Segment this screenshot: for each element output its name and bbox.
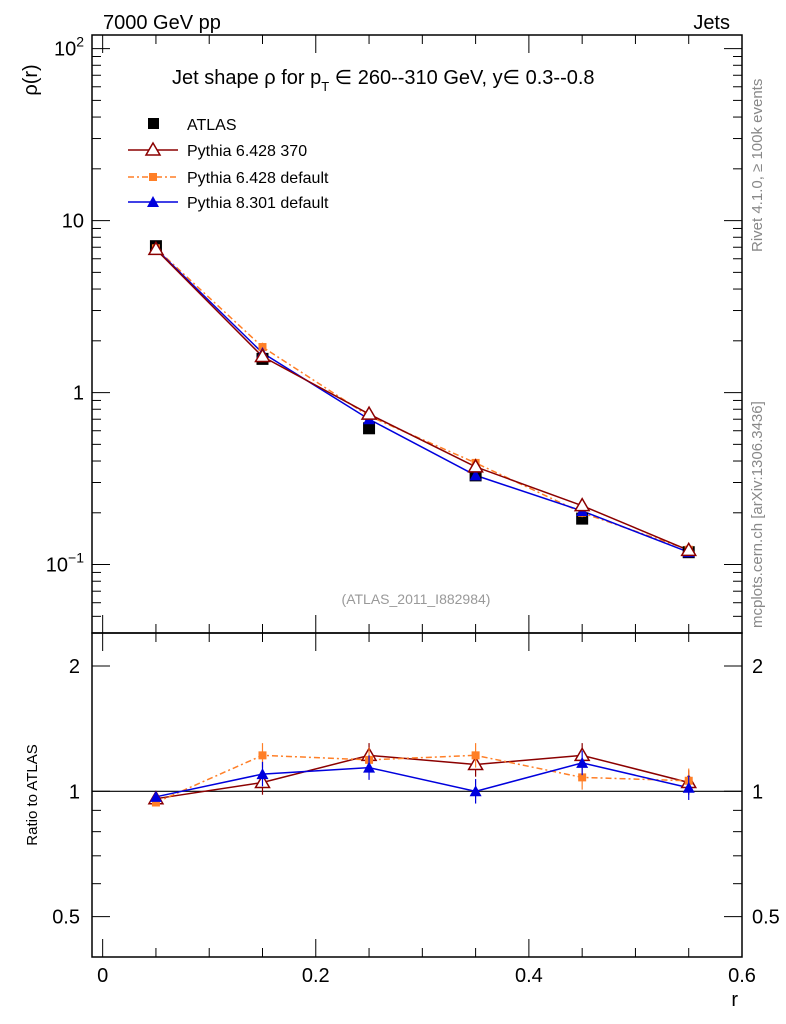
main-y-tick-label: 10−1 <box>46 550 84 577</box>
ratio-point-pythia8-default <box>469 785 482 797</box>
ratio-y-tick-label-right: 1 <box>752 781 763 803</box>
main-y-tick-label: 102 <box>54 34 84 61</box>
ratio-plot-frame <box>91 632 743 958</box>
ratio-y-tick-label: 2 <box>69 656 80 678</box>
x-tick-label: 0 <box>97 965 108 987</box>
ratio-line-pythia8-default <box>155 762 689 798</box>
ratio-y-axis-label: Ratio to ATLAS <box>24 744 41 845</box>
main-point-pythia6-370 <box>680 541 698 557</box>
ratio-line-pythia6-370 <box>155 754 689 800</box>
legend-label-pythia6-default: Pythia 6.428 default <box>187 170 329 187</box>
main-y-tick-label: 10 <box>62 211 84 233</box>
rivet-version-label: Rivet 4.1.0, ≥ 100k events <box>749 79 766 252</box>
ratio-point-pythia6-default <box>151 798 160 807</box>
plot-title: Jet shape ρ for pT ∈ 260--310 GeV, y∈ 0.… <box>172 67 595 94</box>
ratio-point-pythia6-default <box>258 751 267 760</box>
main-point-pythia6-370 <box>573 497 591 512</box>
mcplots-label: mcplots.cern.ch [arXiv:1306.3436] <box>749 401 766 628</box>
ratio-point-pythia8-default <box>576 756 589 768</box>
ratio-y-tick-label: 0.5 <box>52 907 80 929</box>
legend-label-pythia6-370: Pythia 6.428 370 <box>187 143 307 160</box>
plot-title-prefix: Jet shape ρ for p <box>172 67 321 89</box>
ratio-point-pythia8-default <box>682 781 695 793</box>
legend-marker-pythia6-370 <box>144 141 162 156</box>
x-axis-label: r <box>731 989 738 1011</box>
legend-marker-atlas <box>148 118 159 129</box>
main-line-pythia8-default <box>155 248 689 553</box>
main-line-pythia6-default <box>155 247 689 551</box>
ratio-y-tick-label: 1 <box>69 781 80 803</box>
ratio-y-tick-label-right: 0.5 <box>752 907 780 929</box>
header-energy-label: 7000 GeV pp <box>103 12 221 34</box>
legend-label-pythia8-default: Pythia 8.301 default <box>187 195 329 212</box>
header-jets-label: Jets <box>693 12 730 34</box>
main-point-pythia8-default <box>469 469 482 481</box>
legend: ATLAS Pythia 6.428 370 Pythia 6.428 defa… <box>128 117 329 212</box>
main-point-pythia6-370 <box>147 240 165 256</box>
ratio-point-pythia8-default <box>149 790 162 802</box>
x-tick-label: 0.6 <box>728 965 756 987</box>
main-point-pythia6-370 <box>360 405 378 420</box>
main-y-tick-label: 1 <box>73 383 84 405</box>
legend-marker-pythia6-default <box>149 173 157 181</box>
analysis-tag: (ATLAS_2011_I882984) <box>342 591 491 607</box>
plot-content: 10−1 1 10 102 0 0.2 0.4 0.6 0.5 0.5 1 1 2 2 <box>46 34 780 987</box>
plot-title-subscript: T <box>321 79 329 94</box>
ratio-point-pythia6-default <box>471 751 480 760</box>
ratio-point-pythia8-default <box>363 761 376 773</box>
ratio-point-pythia8-default <box>256 768 269 780</box>
ratio-point-pythia6-default <box>578 773 587 782</box>
main-y-axis-label: ρ(r) <box>20 64 42 95</box>
ratio-line-pythia6-default <box>155 754 689 804</box>
x-tick-label: 0.2 <box>302 965 330 987</box>
main-point-pythia6-370 <box>254 348 271 363</box>
main-point-atlas <box>363 422 376 435</box>
main-point-pythia6-370 <box>467 458 484 473</box>
main-line-pythia6-370 <box>155 248 690 552</box>
legend-label-atlas: ATLAS <box>187 117 237 134</box>
plot-title-suffix: ∈ 260--310 GeV, y∈ 0.3--0.8 <box>329 67 594 89</box>
ratio-y-tick-label-right: 2 <box>752 656 763 678</box>
x-tick-label: 0.4 <box>515 965 543 987</box>
legend-marker-pythia8-default <box>147 196 159 207</box>
